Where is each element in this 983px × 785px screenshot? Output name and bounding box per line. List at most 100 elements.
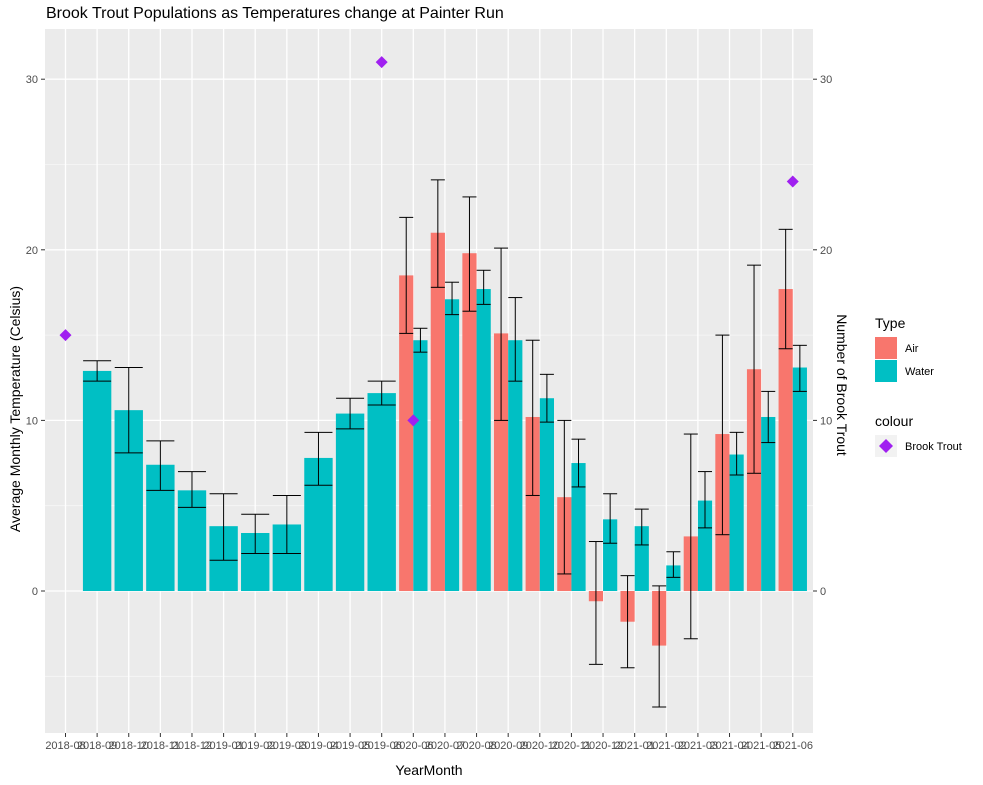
water-bar xyxy=(539,398,554,591)
air-bar xyxy=(525,416,540,591)
water-bar xyxy=(367,393,396,591)
water-error-bar xyxy=(603,493,618,544)
x-tick-label: 2020-09 xyxy=(488,740,528,752)
y2-axis-title: Number of Brook Trout xyxy=(834,314,850,456)
water-error-bar xyxy=(698,471,712,529)
water-error-bar xyxy=(114,367,143,454)
legend-air-label: Air xyxy=(905,343,919,355)
water-bar xyxy=(508,340,523,591)
trout-point xyxy=(407,414,420,427)
water-error-bar xyxy=(336,397,365,430)
legend-type-title: Type xyxy=(875,315,906,331)
chart-title: Brook Trout Populations as Temperatures … xyxy=(46,5,504,22)
x-axis-title: YearMonth xyxy=(395,762,462,778)
x-tick-label: 2018-12 xyxy=(172,740,212,752)
y2-tick-label: 30 xyxy=(820,74,832,86)
trout-point xyxy=(59,329,72,342)
water-error-bar xyxy=(413,327,428,353)
water-error-bar xyxy=(209,493,238,561)
x-tick-label: 2021-06 xyxy=(773,740,813,752)
x-tick-label: 2019-04 xyxy=(298,740,338,752)
air-bar xyxy=(462,253,477,591)
air-error-bar xyxy=(747,264,762,474)
x-tick-label: 2019-02 xyxy=(235,740,275,752)
trout-point xyxy=(786,175,799,188)
y-axis-left: 0 10 20 30 xyxy=(26,74,45,598)
water-error-bar xyxy=(304,431,333,486)
x-tick-label: 2020-06 xyxy=(393,740,433,752)
legend: Type Air Water colour Brook Trout xyxy=(875,315,962,457)
air-bar xyxy=(430,232,445,592)
air-error-bar xyxy=(620,575,635,669)
x-axis: 2018-082018-092018-102018-112018-122019-… xyxy=(45,733,813,752)
x-tick-label: 2021-05 xyxy=(741,740,781,752)
water-error-bar xyxy=(666,551,681,578)
trout-points xyxy=(59,56,799,427)
water-error-bar xyxy=(539,373,554,423)
air-bar xyxy=(493,333,509,591)
water-bar xyxy=(697,500,713,591)
x-tick-label: 2020-11 xyxy=(552,740,592,752)
water-error-bar xyxy=(241,513,270,554)
air-bar xyxy=(746,369,762,591)
water-bar xyxy=(82,370,112,591)
air-error-bar xyxy=(778,228,793,350)
x-tick-label: 2020-08 xyxy=(456,740,496,752)
x-tick-label: 2018-11 xyxy=(141,740,181,752)
x-tick-label: 2020-10 xyxy=(520,740,560,752)
air-error-bar xyxy=(494,247,509,421)
water-error-bar xyxy=(177,471,206,508)
x-tick-label: 2021-02 xyxy=(646,740,686,752)
water-bar xyxy=(666,565,681,591)
air-error-bar xyxy=(683,433,698,640)
legend-water-label: Water xyxy=(905,366,934,378)
water-error-bar xyxy=(146,440,175,491)
x-tick-label: 2021-04 xyxy=(709,740,749,752)
y2-tick-label: 0 xyxy=(820,586,826,598)
water-bar xyxy=(761,416,776,591)
trout-point xyxy=(375,56,388,69)
water-bar xyxy=(792,367,807,591)
y-axis-right: 0 10 20 30 xyxy=(813,74,832,598)
water-bar xyxy=(413,340,428,591)
water-bar xyxy=(634,526,649,591)
water-error-bar xyxy=(367,380,396,406)
legend-trout-key xyxy=(879,439,893,453)
error-bars xyxy=(83,179,807,708)
y-axis-title: Average Monthly Temperature (Celsius) xyxy=(7,286,23,532)
x-tick-label: 2019-05 xyxy=(330,740,370,752)
water-bar xyxy=(476,289,491,591)
x-tick-label: 2021-03 xyxy=(678,740,718,752)
x-tick-label: 2021-01 xyxy=(614,740,654,752)
water-error-bar xyxy=(83,360,112,382)
x-tick-label: 2018-09 xyxy=(77,740,117,752)
grid-lines xyxy=(45,29,813,733)
water-error-bar xyxy=(729,431,744,476)
air-error-bar xyxy=(652,585,667,708)
water-bar xyxy=(571,463,586,591)
water-bar xyxy=(729,454,744,591)
x-tick-label: 2019-03 xyxy=(267,740,307,752)
y-tick-label: 10 xyxy=(26,415,38,427)
y2-tick-label: 10 xyxy=(820,415,832,427)
x-tick-label: 2020-07 xyxy=(425,740,465,752)
air-bar xyxy=(778,289,793,591)
x-tick-label: 2018-10 xyxy=(109,740,149,752)
legend-air-key xyxy=(875,337,897,359)
water-error-bar xyxy=(634,508,649,546)
air-error-bar xyxy=(715,334,730,536)
air-error-bar xyxy=(588,541,603,665)
water-error-bar xyxy=(571,438,586,488)
water-bar xyxy=(603,519,618,591)
legend-colour-title: colour xyxy=(875,413,913,429)
plot-panel xyxy=(45,29,813,733)
air-error-bar xyxy=(399,216,414,334)
water-error-bar xyxy=(761,390,776,444)
x-tick-label: 2020-12 xyxy=(583,740,623,752)
water-error-bar xyxy=(272,494,301,554)
air-bar xyxy=(399,275,414,591)
y-tick-label: 30 xyxy=(26,74,38,86)
water-bar xyxy=(335,413,365,591)
air-error-bar xyxy=(557,419,572,575)
x-tick-label: 2019-01 xyxy=(203,740,243,752)
